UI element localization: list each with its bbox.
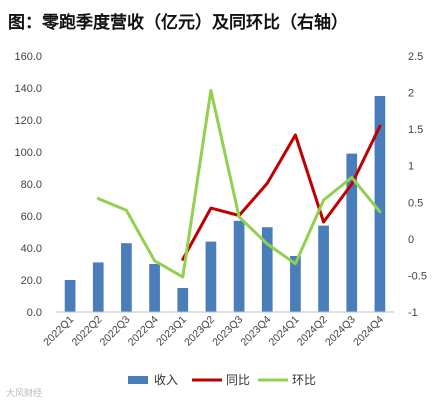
x-tick-label: 2022Q3 <box>98 314 133 349</box>
y-right-tick-label: -1 <box>408 307 418 319</box>
legend-label: 环比 <box>292 373 316 387</box>
x-tick-label: 2023Q3 <box>210 314 245 349</box>
revenue-bar <box>346 153 358 312</box>
y-left-tick-label: 20.0 <box>21 275 42 287</box>
y-right-tick-label: 2.5 <box>408 51 423 63</box>
growth-lines <box>96 88 382 279</box>
revenue-bars <box>64 96 386 312</box>
revenue-bar <box>64 280 76 312</box>
axes: 0.0 20.0 40.0 60.0 80.0 100.0 120.0 140.0 160.0 -… <box>14 51 427 349</box>
qoq-line <box>96 88 382 279</box>
y-right-tick-label: -0.5 <box>408 270 427 282</box>
chart-title: 图：零跑季度营收（亿元）及同环比（右轴） <box>8 13 348 33</box>
x-tick-label: 2024Q3 <box>323 314 358 349</box>
revenue-bar <box>233 220 245 312</box>
y-right-tick-label: 0 <box>408 234 414 246</box>
x-tick-label: 2024Q4 <box>351 314 386 349</box>
watermark-text: 大风财经 <box>6 387 42 399</box>
x-tick-label: 2024Q1 <box>267 314 302 349</box>
revenue-bar <box>121 243 132 312</box>
watermark: 大风财经 <box>6 387 42 399</box>
y-left-tick-label: 100.0 <box>14 147 42 159</box>
y-left-tick-label: 60.0 <box>21 211 42 223</box>
y-left-tick-label: 140.0 <box>14 83 42 95</box>
x-tick-label: 2022Q4 <box>126 314 161 349</box>
y-right-tick-label: 2 <box>408 88 414 100</box>
y-right-tick-label: 1.5 <box>408 124 423 136</box>
y-left-tick-label: 160.0 <box>14 51 42 63</box>
y-right-tick-label: 1 <box>408 161 414 173</box>
x-tick-label: 2022Q1 <box>41 314 76 349</box>
legend: 收入 同比 环比 <box>128 373 316 387</box>
x-tick-label: 2022Q2 <box>69 314 104 349</box>
revenue-bar <box>290 256 301 312</box>
x-tick-label: 2023Q2 <box>182 314 217 349</box>
yoy-line <box>181 124 382 261</box>
y-left-tick-label: 80.0 <box>21 179 42 191</box>
legend-swatch-revenue <box>128 376 148 384</box>
legend-label: 同比 <box>226 373 250 387</box>
x-tick-label: 2023Q1 <box>154 314 189 349</box>
revenue-bar <box>261 227 273 312</box>
x-tick-label: 2024Q2 <box>295 314 330 349</box>
revenue-bar <box>318 225 329 312</box>
revenue-bar <box>177 288 189 312</box>
y-left-tick-label: 40.0 <box>21 243 42 255</box>
legend-label: 收入 <box>154 373 178 387</box>
x-tick-label: 2023Q4 <box>238 314 273 349</box>
revenue-bar <box>92 262 104 312</box>
y-left-tick-label: 0.0 <box>27 307 42 319</box>
y-left-tick-label: 120.0 <box>14 115 42 127</box>
y-right-tick-label: 0.5 <box>408 197 423 209</box>
revenue-bar <box>374 96 386 312</box>
revenue-bar <box>149 264 160 312</box>
revenue-bar <box>205 241 217 312</box>
